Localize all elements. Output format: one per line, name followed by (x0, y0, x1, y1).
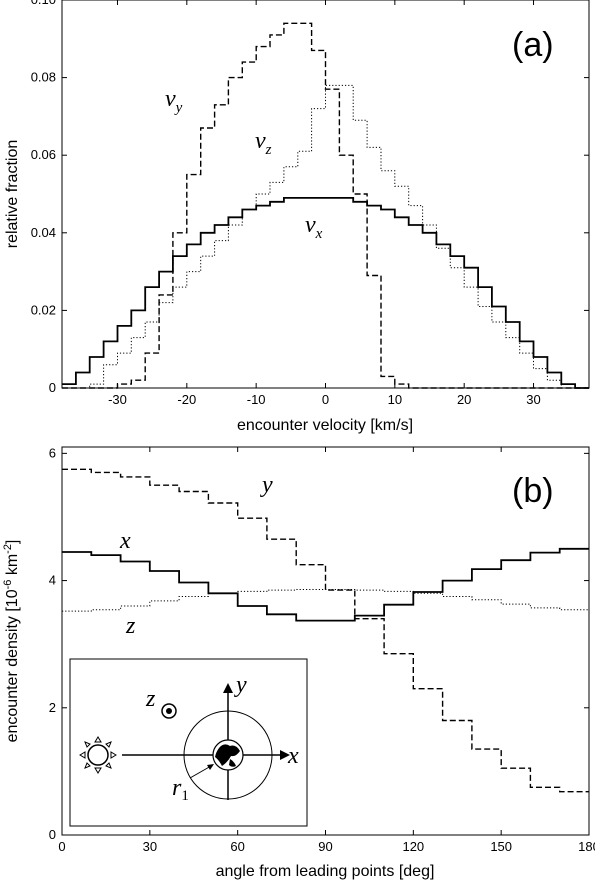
panel-b-series (62, 468, 589, 793)
y-tick-label: 0.02 (31, 302, 56, 317)
series-label-x: x (119, 528, 131, 554)
inset-radius-arrowhead (207, 764, 214, 770)
y-tick-label: 6 (49, 445, 56, 460)
inset-z-label: z (145, 686, 156, 712)
inset-r1-base: r (172, 775, 182, 801)
series-line-x (62, 547, 589, 622)
inset-y-arrowhead (223, 683, 233, 693)
panel-a-x-axis-label: encounter velocity [km/s] (237, 417, 413, 434)
y-tick-label: 0.10 (31, 0, 56, 7)
inset-orbit-circle (183, 710, 273, 800)
x-tick-label: 90 (318, 839, 332, 854)
series-label-vz: vz (255, 128, 272, 158)
y-label-exp2: -2 (2, 544, 14, 554)
series-line-z (62, 589, 589, 612)
panel-b-y-axis-label: encounter density [10-6 km-2] (2, 540, 21, 743)
series-label-vy-sub: y (174, 100, 183, 116)
series-label-z: z (125, 613, 136, 639)
x-tick-label: 20 (457, 392, 471, 407)
panel-b: 0 30 60 90 120 150 180 0 2 4 6 (b) angle from lead… (2, 445, 595, 880)
panel-a-label: (a) (512, 26, 554, 64)
inset-r1-sub: 1 (181, 788, 189, 804)
x-tick-label: 0 (58, 839, 65, 854)
series-label-vz-sub: z (265, 142, 272, 158)
y-tick-label: 0.06 (31, 147, 56, 162)
earth-icon (212, 739, 244, 771)
sun-icon (79, 736, 117, 774)
series-label-vy: vy (165, 86, 183, 116)
inset-x-arrowhead (280, 750, 290, 760)
x-tick-label: 180 (578, 839, 595, 854)
series-line-vx (62, 197, 589, 389)
x-tick-label: -30 (108, 392, 127, 407)
y-label-exp1: -6 (2, 580, 14, 590)
series-label-vx-base: v (305, 212, 316, 238)
x-tick-label: 30 (526, 392, 540, 407)
x-tick-label: -20 (177, 392, 196, 407)
inset-y-label: y (234, 672, 247, 698)
z-direction-icon (161, 703, 177, 719)
y-label-mid: km (4, 554, 21, 580)
y-tick-label: 0 (49, 380, 56, 395)
panel-a: -30 -20 -10 0 10 20 30 0 0.02 0.04 0.06 0.08 0.10 (a… (4, 0, 590, 434)
y-tick-label: 0.04 (31, 225, 56, 240)
inset-r1-label: r1 (172, 775, 189, 804)
series-label-vx-sub: x (315, 226, 323, 242)
series-line-y (62, 468, 589, 793)
panel-a-ticks: -30 -20 -10 0 10 20 30 0 0.02 0.04 0.06 0.08 0.10 (31, 0, 589, 407)
x-tick-label: 120 (402, 839, 424, 854)
panel-a-y-axis-label: relative fraction (4, 140, 21, 249)
y-label-main: encounter density [10 (4, 589, 21, 742)
panel-b-label: (b) (512, 472, 554, 510)
y-tick-label: 2 (49, 700, 56, 715)
inset-radius-line (189, 765, 212, 779)
panel-a-series (62, 22, 589, 389)
x-tick-label: 30 (143, 839, 157, 854)
x-tick-label: 0 (322, 392, 329, 407)
x-tick-label: 60 (230, 839, 244, 854)
series-label-vx: vx (305, 212, 323, 242)
x-tick-label: 150 (490, 839, 512, 854)
series-label-vz-base: v (255, 128, 266, 154)
panel-b-ticks: 0 30 60 90 120 150 180 0 2 4 6 (49, 445, 595, 854)
panel-b-x-axis-label: angle from leading points [deg] (216, 863, 435, 880)
y-tick-label: 0 (49, 827, 56, 842)
y-tick-label: 4 (49, 573, 56, 588)
y-tick-label: 0.08 (31, 70, 56, 85)
inset-schematic: y x z r1 (69, 658, 308, 827)
series-line-vy (62, 22, 589, 389)
series-label-y: y (260, 472, 273, 498)
series-label-vy-base: v (165, 86, 176, 112)
x-tick-label: 10 (388, 392, 402, 407)
x-tick-label: -10 (247, 392, 266, 407)
y-label-end: ] (4, 540, 21, 544)
inset-x-label: x (287, 743, 299, 769)
